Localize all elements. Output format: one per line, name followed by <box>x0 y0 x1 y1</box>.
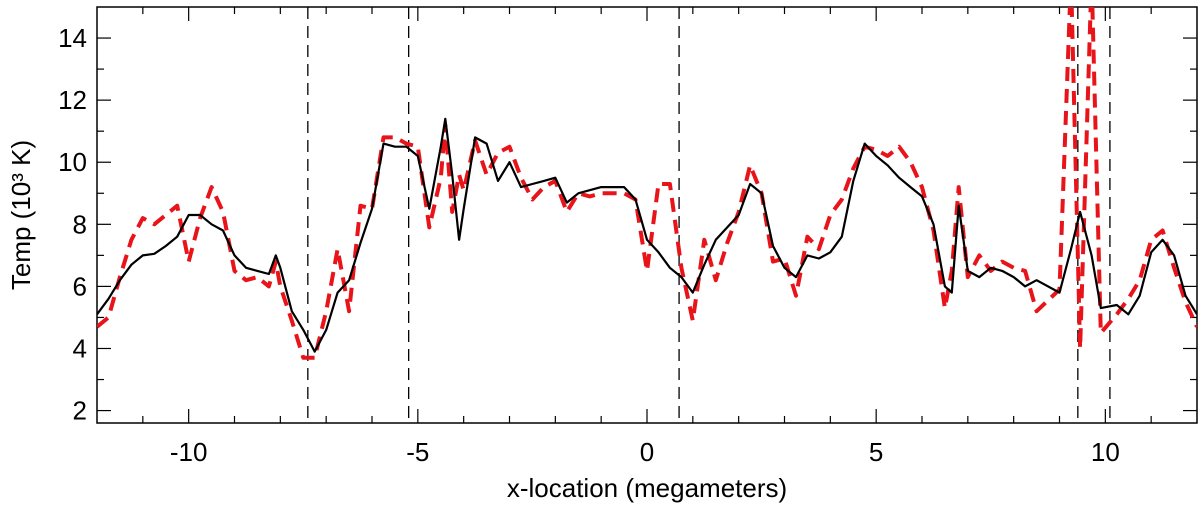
y-tick-label: 14 <box>58 23 87 53</box>
x-tick-label: 5 <box>869 437 883 467</box>
series-line <box>97 117 1197 353</box>
y-axis-label: Temp (10³ K) <box>6 140 36 290</box>
plot-frame <box>96 6 1198 424</box>
x-tick-label: -5 <box>406 437 429 467</box>
y-tick-label: 12 <box>58 85 87 115</box>
x-axis-label: x-location (megameters) <box>507 473 787 503</box>
y-tick-label: 8 <box>73 209 87 239</box>
y-tick-label: 10 <box>58 147 87 177</box>
y-tick-label: 4 <box>73 333 87 363</box>
y-tick-label: 2 <box>73 396 87 426</box>
x-tick-label: -10 <box>170 437 208 467</box>
x-tick-label: 10 <box>1091 437 1120 467</box>
series-line <box>97 7 1197 360</box>
x-tick-label: 0 <box>640 437 654 467</box>
y-tick-label: 6 <box>73 271 87 301</box>
